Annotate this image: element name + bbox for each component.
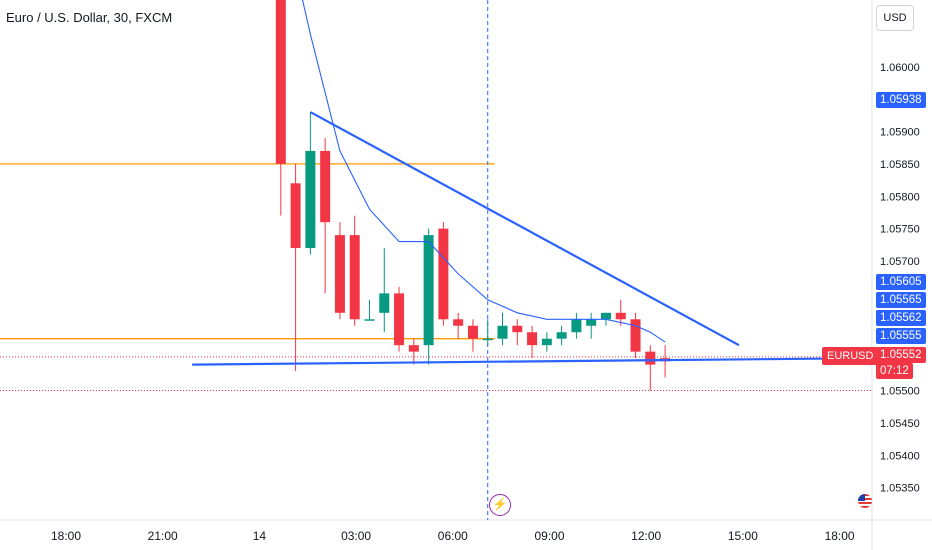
x-tick-label: 06:00 xyxy=(438,529,468,543)
y-tick-label: 1.05700 xyxy=(880,256,920,268)
price-tag-5: 1.05555 xyxy=(876,328,926,344)
x-tick-label: 18:00 xyxy=(51,529,81,543)
trendline xyxy=(309,111,740,347)
candle-body xyxy=(290,183,301,249)
candle-body xyxy=(320,150,331,223)
currency-button[interactable]: USD xyxy=(876,5,914,31)
countdown-tag: 07:12 xyxy=(876,363,913,379)
price-tag-4: 1.05562 xyxy=(876,310,926,326)
candle-body xyxy=(512,325,523,333)
candle-body xyxy=(497,325,508,339)
symbol-tag: EURUSD xyxy=(822,347,879,365)
candle-body xyxy=(527,332,538,346)
x-tick-label: 09:00 xyxy=(534,529,564,543)
candle-body xyxy=(482,338,493,341)
candle-body xyxy=(349,235,360,320)
price-tag-1: 1.05938 xyxy=(876,92,926,108)
x-tick-label: 18:00 xyxy=(825,529,855,543)
candle-body xyxy=(394,293,405,346)
y-tick-label: 1.05500 xyxy=(880,386,920,398)
trendline xyxy=(192,357,873,366)
us-flag-icon xyxy=(858,494,872,508)
candle-body xyxy=(379,293,390,313)
flash-icon[interactable]: ⚡ xyxy=(489,494,511,516)
y-tick-label: 1.05800 xyxy=(880,191,920,203)
y-tick-label: 1.05900 xyxy=(880,127,920,139)
candle-body xyxy=(556,332,567,339)
candle-body xyxy=(586,319,597,326)
candle-body xyxy=(467,325,478,339)
candle-body xyxy=(571,319,582,333)
candle-body xyxy=(615,312,626,320)
y-tick-label: 1.06000 xyxy=(880,62,920,74)
y-tick-label: 1.05350 xyxy=(880,483,920,495)
candle-body xyxy=(438,228,449,320)
y-tick-label: 1.05750 xyxy=(880,224,920,236)
x-tick-label: 12:00 xyxy=(631,529,661,543)
y-tick-label: 1.05400 xyxy=(880,450,920,462)
price-tag-3: 1.05565 xyxy=(876,292,926,308)
candle-body xyxy=(645,351,656,365)
candle-body xyxy=(600,312,611,320)
y-tick-label: 1.05450 xyxy=(880,418,920,430)
x-tick-label: 14 xyxy=(253,529,267,543)
chart-title: Euro / U.S. Dollar, 30, FXCM xyxy=(6,10,173,25)
candle-body xyxy=(305,150,316,249)
x-tick-label: 21:00 xyxy=(148,529,178,543)
price-tag-2: 1.05605 xyxy=(876,274,926,290)
last-price-tag: 1.05552 xyxy=(876,347,926,363)
candle-body xyxy=(453,319,464,326)
y-tick-label: 1.05850 xyxy=(880,159,920,171)
candle-body xyxy=(364,319,375,321)
candle-body xyxy=(423,235,434,346)
moving-average-line xyxy=(301,0,666,343)
x-tick-label: 15:00 xyxy=(728,529,758,543)
candle-body xyxy=(275,0,286,164)
candle-body xyxy=(541,338,552,346)
candle-body xyxy=(408,345,419,352)
x-tick-label: 03:00 xyxy=(341,529,371,543)
candle-body xyxy=(630,319,641,352)
candle-body xyxy=(334,235,345,313)
